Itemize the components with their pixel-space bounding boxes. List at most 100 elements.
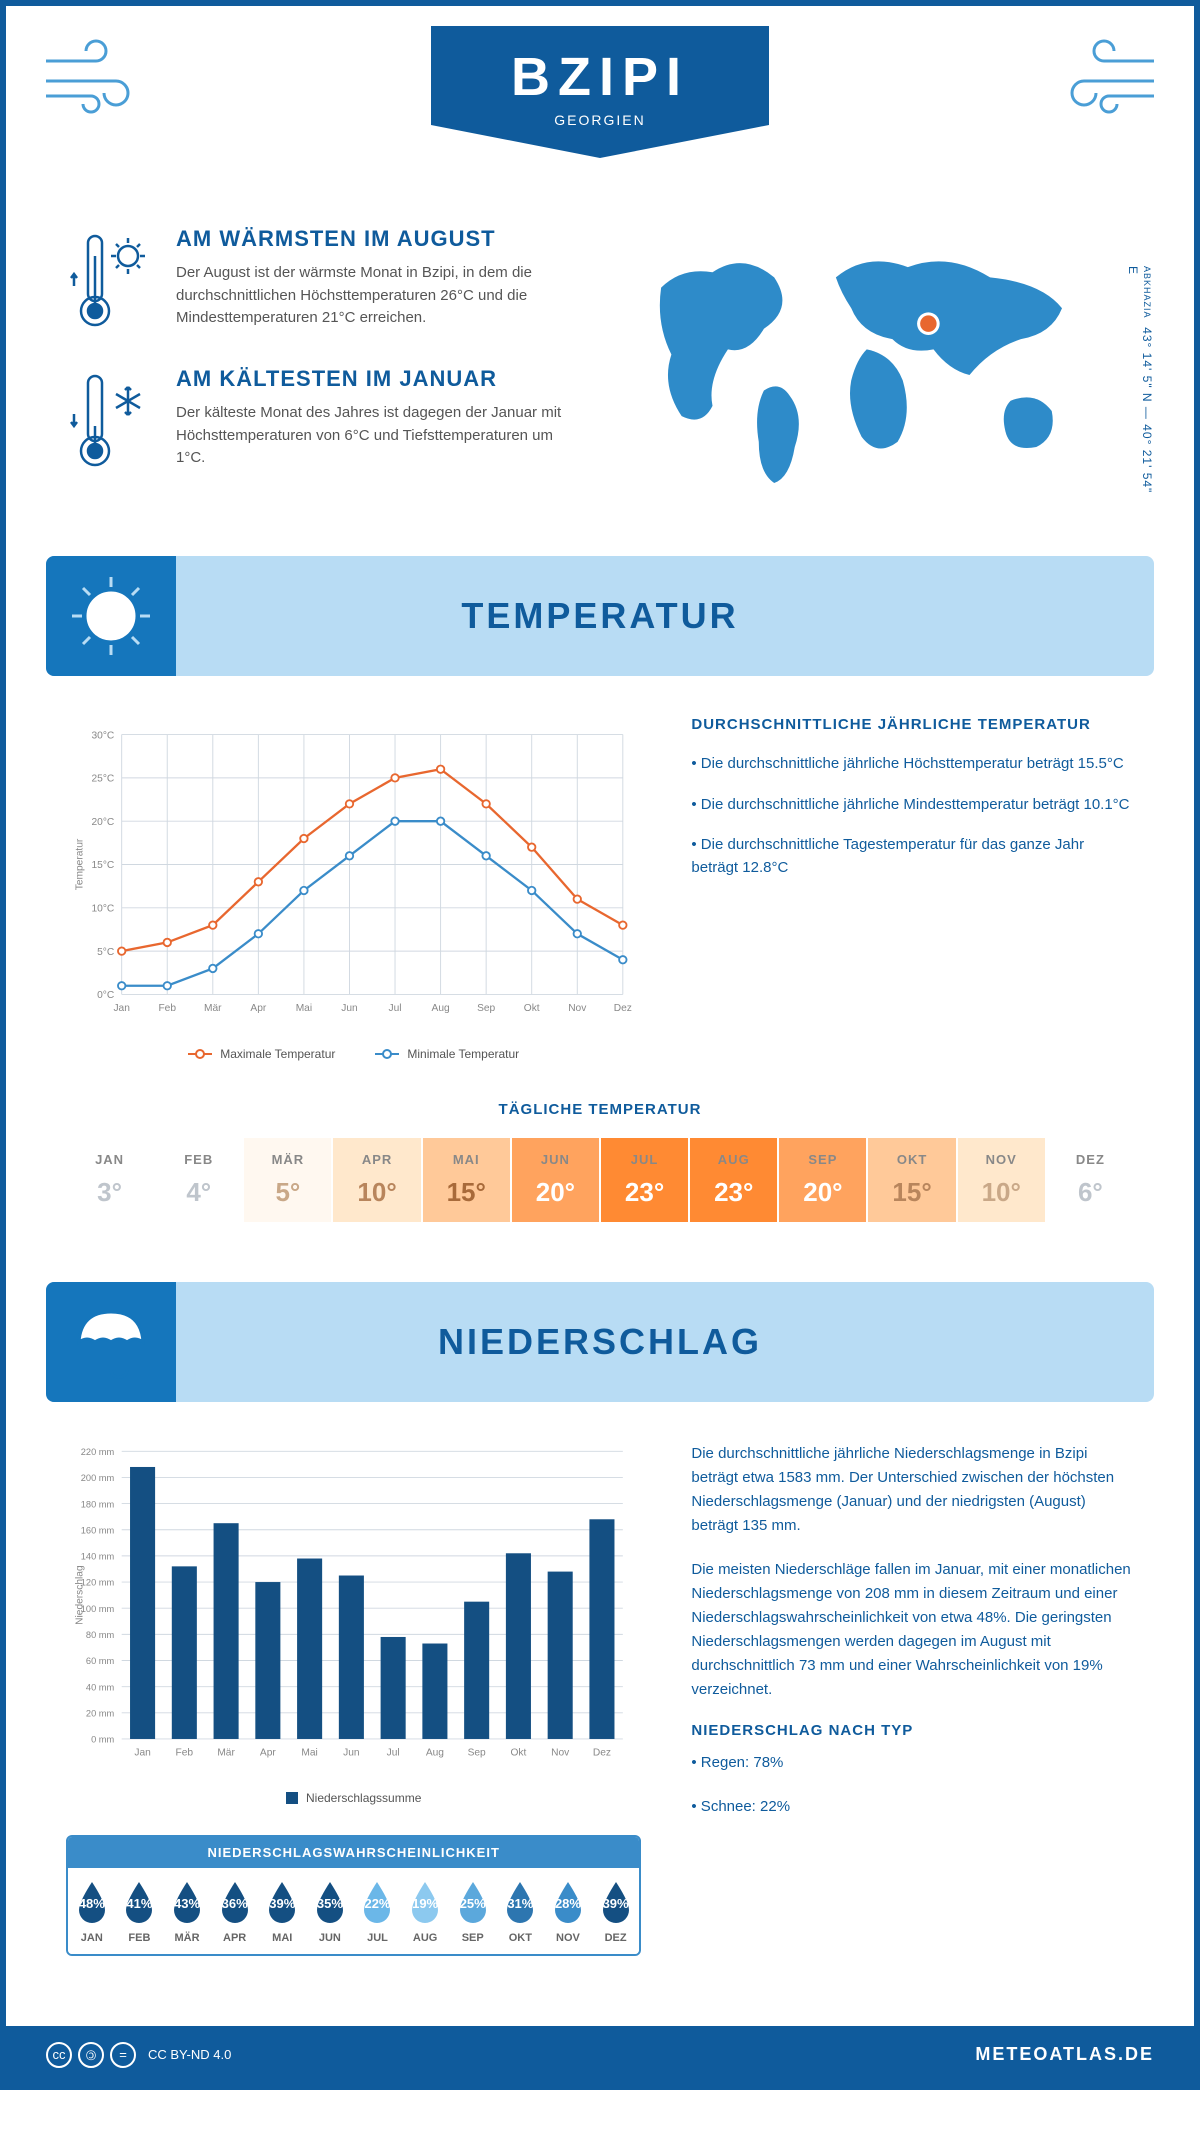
- thermometer-snow-icon: [66, 366, 156, 476]
- svg-text:Mai: Mai: [296, 1003, 312, 1014]
- svg-text:160 mm: 160 mm: [81, 1525, 115, 1535]
- precipitation-header: NIEDERSCHLAG: [46, 1282, 1154, 1402]
- svg-text:Jul: Jul: [387, 1747, 400, 1758]
- temp-cell: JAN 3°: [66, 1138, 153, 1222]
- site-name: METEOATLAS.DE: [975, 2044, 1154, 2065]
- daily-temperature: TÄGLICHE TEMPERATUR JAN 3° FEB 4° MÄR 5°…: [6, 1101, 1194, 1262]
- svg-text:Jan: Jan: [134, 1747, 150, 1758]
- svg-text:60 mm: 60 mm: [86, 1656, 115, 1666]
- probability-cell: 31% OKT: [497, 1868, 545, 1954]
- intro-section: AM WÄRMSTEN IM AUGUST Der August ist der…: [6, 206, 1194, 536]
- coordinates: ABKHAZIA 43° 14' 5" N — 40° 21' 54" E: [1126, 266, 1154, 506]
- temp-cell: APR 10°: [333, 1138, 420, 1222]
- svg-text:Sep: Sep: [468, 1747, 486, 1758]
- temp-cell: JUL 23°: [601, 1138, 688, 1222]
- footer: cc🄯= CC BY-ND 4.0 METEOATLAS.DE: [6, 2026, 1194, 2084]
- svg-text:40 mm: 40 mm: [86, 1682, 115, 1692]
- svg-text:Okt: Okt: [524, 1003, 540, 1014]
- probability-cell: 25% SEP: [449, 1868, 497, 1954]
- temp-cell: SEP 20°: [779, 1138, 866, 1222]
- svg-text:Okt: Okt: [510, 1747, 526, 1758]
- svg-text:20 mm: 20 mm: [86, 1708, 115, 1718]
- temp-cell: FEB 4°: [155, 1138, 242, 1222]
- warmest-block: AM WÄRMSTEN IM AUGUST Der August ist der…: [66, 226, 580, 336]
- svg-text:Apr: Apr: [250, 1003, 266, 1014]
- svg-text:Nov: Nov: [551, 1747, 570, 1758]
- temperature-header: TEMPERATUR: [46, 556, 1154, 676]
- precipitation-description: Die durchschnittliche jährliche Niedersc…: [691, 1442, 1134, 1956]
- page-title: BZIPI: [511, 46, 689, 108]
- svg-text:140 mm: 140 mm: [81, 1551, 115, 1561]
- cc-icons: cc🄯=: [46, 2042, 136, 2068]
- probability-cell: 48% JAN: [68, 1868, 116, 1954]
- temp-cell: JUN 20°: [512, 1138, 599, 1222]
- temperature-description: DURCHSCHNITTLICHE JÄHRLICHE TEMPERATUR •…: [691, 716, 1134, 1061]
- svg-text:180 mm: 180 mm: [81, 1499, 115, 1509]
- svg-text:Dez: Dez: [593, 1747, 611, 1758]
- svg-text:Aug: Aug: [426, 1747, 444, 1758]
- svg-text:20°C: 20°C: [91, 817, 114, 828]
- svg-text:200 mm: 200 mm: [81, 1473, 115, 1483]
- chart-legend: Niederschlagssumme: [66, 1791, 641, 1805]
- page-subtitle: GEORGIEN: [511, 112, 689, 128]
- temp-cell: MÄR 5°: [244, 1138, 331, 1222]
- svg-text:Mai: Mai: [301, 1747, 317, 1758]
- svg-text:Temperatur: Temperatur: [75, 838, 86, 890]
- svg-text:Feb: Feb: [158, 1003, 176, 1014]
- temp-cell: NOV 10°: [958, 1138, 1045, 1222]
- temp-cell: OKT 15°: [868, 1138, 955, 1222]
- probability-cell: 39% DEZ: [592, 1868, 640, 1954]
- coldest-text: Der kälteste Monat des Jahres ist dagege…: [176, 402, 580, 470]
- svg-text:Mär: Mär: [217, 1747, 235, 1758]
- probability-cell: 35% JUN: [306, 1868, 354, 1954]
- probability-cell: 28% NOV: [544, 1868, 592, 1954]
- svg-text:15°C: 15°C: [91, 860, 114, 871]
- probability-box: NIEDERSCHLAGSWAHRSCHEINLICHKEIT 48% JAN …: [66, 1835, 641, 1956]
- probability-cell: 39% MAI: [258, 1868, 306, 1954]
- header: BZIPI GEORGIEN: [6, 6, 1194, 206]
- section-title: NIEDERSCHLAG: [46, 1321, 1154, 1363]
- world-map: [620, 226, 1134, 486]
- temp-cell: MAI 15°: [423, 1138, 510, 1222]
- svg-text:10°C: 10°C: [91, 904, 114, 915]
- svg-text:Sep: Sep: [477, 1003, 495, 1014]
- temp-cell: DEZ 6°: [1047, 1138, 1134, 1222]
- precipitation-chart: 0 mm 20 mm 40 mm 60 mm 80 mm 100 mm 120 mm 140 …: [66, 1442, 641, 1805]
- probability-cell: 36% APR: [211, 1868, 259, 1954]
- probability-cell: 19% AUG: [401, 1868, 449, 1954]
- svg-text:Nov: Nov: [568, 1003, 587, 1014]
- warmest-text: Der August ist der wärmste Monat in Bzip…: [176, 262, 580, 330]
- coldest-block: AM KÄLTESTEN IM JANUAR Der kälteste Mona…: [66, 366, 580, 476]
- thermometer-sun-icon: [66, 226, 156, 336]
- section-title: TEMPERATUR: [46, 595, 1154, 637]
- chart-legend: Maximale Temperatur Minimale Temperatur: [66, 1047, 641, 1061]
- sun-icon: [66, 571, 156, 661]
- svg-text:100 mm: 100 mm: [81, 1603, 115, 1613]
- svg-text:Niederschlag: Niederschlag: [75, 1565, 86, 1625]
- wind-icon: [36, 36, 156, 116]
- svg-text:Apr: Apr: [260, 1747, 276, 1758]
- svg-text:Feb: Feb: [176, 1747, 194, 1758]
- probability-cell: 41% FEB: [116, 1868, 164, 1954]
- svg-text:80 mm: 80 mm: [86, 1630, 115, 1640]
- svg-text:0 mm: 0 mm: [91, 1734, 114, 1744]
- svg-text:Mär: Mär: [204, 1003, 222, 1014]
- probability-cell: 22% JUL: [354, 1868, 402, 1954]
- temperature-chart: 0°C5°C10°C15°C20°C25°C30°CJanFebMärAprMa…: [66, 716, 641, 1061]
- probability-cell: 43% MÄR: [163, 1868, 211, 1954]
- title-banner: BZIPI GEORGIEN: [431, 26, 769, 158]
- svg-text:Aug: Aug: [432, 1003, 450, 1014]
- svg-text:Jun: Jun: [341, 1003, 357, 1014]
- svg-text:30°C: 30°C: [91, 730, 114, 741]
- svg-text:120 mm: 120 mm: [81, 1577, 115, 1587]
- svg-text:Jul: Jul: [389, 1003, 402, 1014]
- svg-text:25°C: 25°C: [91, 774, 114, 785]
- warmest-title: AM WÄRMSTEN IM AUGUST: [176, 226, 580, 252]
- svg-text:Jan: Jan: [113, 1003, 129, 1014]
- temp-cell: AUG 23°: [690, 1138, 777, 1222]
- coldest-title: AM KÄLTESTEN IM JANUAR: [176, 366, 580, 392]
- license-text: CC BY-ND 4.0: [148, 2047, 231, 2062]
- wind-icon: [1044, 36, 1164, 116]
- svg-text:220 mm: 220 mm: [81, 1447, 115, 1457]
- umbrella-icon: [66, 1297, 156, 1387]
